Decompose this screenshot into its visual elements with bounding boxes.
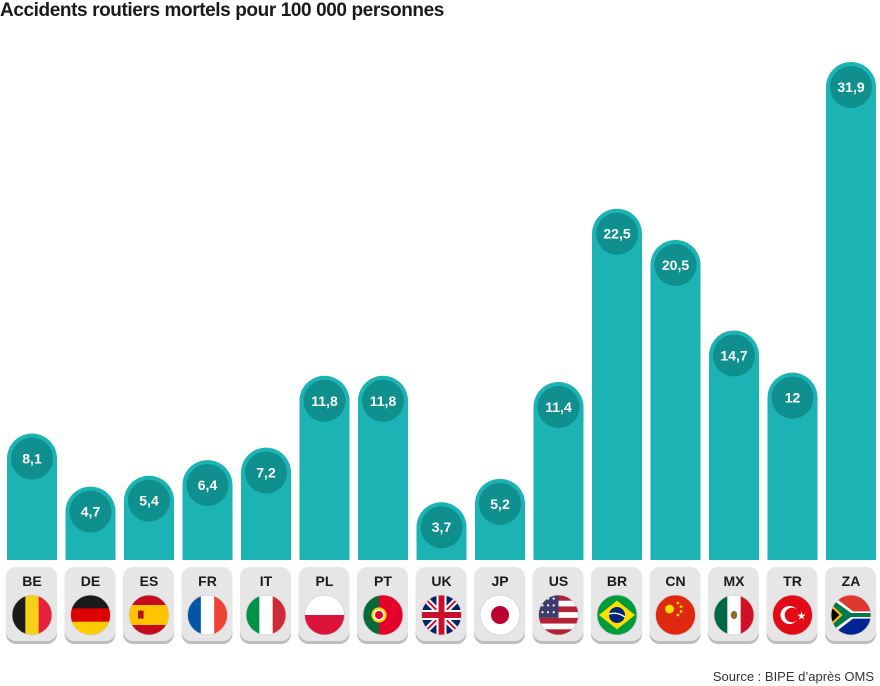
data-label: 31,9 [837, 79, 864, 95]
value-badge [713, 334, 755, 377]
data-label: 12 [785, 390, 801, 406]
data-label: 4,7 [81, 504, 101, 520]
tick-label: MX [724, 573, 746, 589]
value-badge [537, 386, 580, 429]
category-plate-mx: MX [708, 567, 759, 644]
category-plate-de: DE [64, 567, 116, 644]
japan-flag [480, 595, 520, 635]
category-plates-layer: BE DE ES FR IT PL PT UK JP US BR CN MX TR ZA [6, 567, 876, 644]
belgium-flag [12, 595, 52, 635]
bar-us [533, 382, 584, 560]
source-note: Source : BIPE d’après OMS [712, 669, 874, 684]
data-label: 6,4 [198, 477, 218, 493]
tick-label: PT [374, 573, 392, 589]
data-label: 8,1 [22, 451, 42, 467]
tick-label: BE [22, 573, 41, 589]
turkey-flag [772, 595, 813, 635]
category-plate-za: ZA [825, 567, 876, 644]
value-badge [128, 479, 170, 522]
germany-flag [70, 595, 111, 635]
category-plate-be: BE [6, 567, 57, 644]
data-label: 11,8 [311, 393, 338, 409]
tick-label: TR [783, 573, 802, 589]
tick-label: PL [316, 573, 334, 589]
china-flag [655, 595, 696, 635]
data-label: 5,2 [490, 496, 510, 512]
value-badge [186, 464, 229, 507]
bar-za [826, 62, 876, 560]
data-label: 5,4 [139, 493, 159, 509]
chart-title: Accidents routiers mortels pour 100 000 … [0, 0, 444, 21]
tick-label: US [549, 573, 568, 589]
value-badge [11, 437, 53, 480]
data-label: 11,4 [545, 399, 572, 415]
bar-cn [650, 239, 701, 560]
category-plate-pt: PT [357, 567, 408, 644]
bar-pl [299, 375, 350, 560]
spain-flag [129, 595, 169, 635]
value-badge [362, 379, 404, 422]
south-africa-flag [831, 595, 871, 635]
tick-label: ZA [842, 573, 861, 589]
bar-mx [709, 330, 759, 560]
tick-label: IT [260, 573, 273, 589]
tick-label: JP [491, 573, 508, 589]
category-plate-br: BR [591, 567, 642, 644]
value-badge [654, 243, 697, 286]
data-label: 7,2 [256, 465, 276, 481]
tick-label: FR [198, 573, 217, 589]
category-plate-tr: TR [766, 567, 818, 644]
uk-flag [421, 595, 462, 635]
value-badge [771, 376, 814, 419]
value-badge [479, 482, 521, 525]
tick-label: DE [81, 573, 100, 589]
category-plate-es: ES [123, 567, 174, 644]
poland-flag [304, 595, 345, 635]
mexico-flag [714, 595, 754, 635]
bars-layer: 8,1 4,7 5,4 6,4 7,2 11,8 11,8 3,7 5,2 11,4 22,5 20,… [7, 62, 876, 560]
tick-label: BR [607, 573, 627, 589]
category-plate-pl: PL [298, 567, 350, 644]
category-plate-fr: FR [181, 567, 233, 644]
category-plate-it: IT [240, 567, 291, 644]
portugal-flag [363, 595, 403, 635]
tick-label: UK [431, 573, 451, 589]
category-plate-us: US [532, 567, 584, 644]
category-plate-cn: CN [649, 567, 701, 644]
italy-flag [246, 595, 286, 635]
value-badge [245, 451, 287, 494]
value-badge [596, 212, 638, 255]
data-label: 22,5 [603, 226, 630, 242]
bar-br [592, 208, 642, 560]
data-label: 20,5 [662, 257, 689, 273]
brazil-flag [597, 595, 637, 635]
tick-label: CN [665, 573, 685, 589]
category-plate-jp: JP [474, 567, 525, 644]
value-badge [420, 506, 463, 549]
data-label: 11,8 [370, 393, 397, 409]
data-label: 3,7 [432, 519, 452, 535]
france-flag [187, 595, 228, 635]
value-badge [69, 490, 112, 533]
value-badge [830, 66, 872, 108]
tick-label: ES [140, 573, 159, 589]
data-label: 14,7 [720, 348, 747, 364]
bar-pt [358, 375, 408, 560]
bar-tr [767, 372, 818, 560]
category-plate-uk: UK [415, 567, 467, 644]
value-badge [303, 379, 346, 422]
